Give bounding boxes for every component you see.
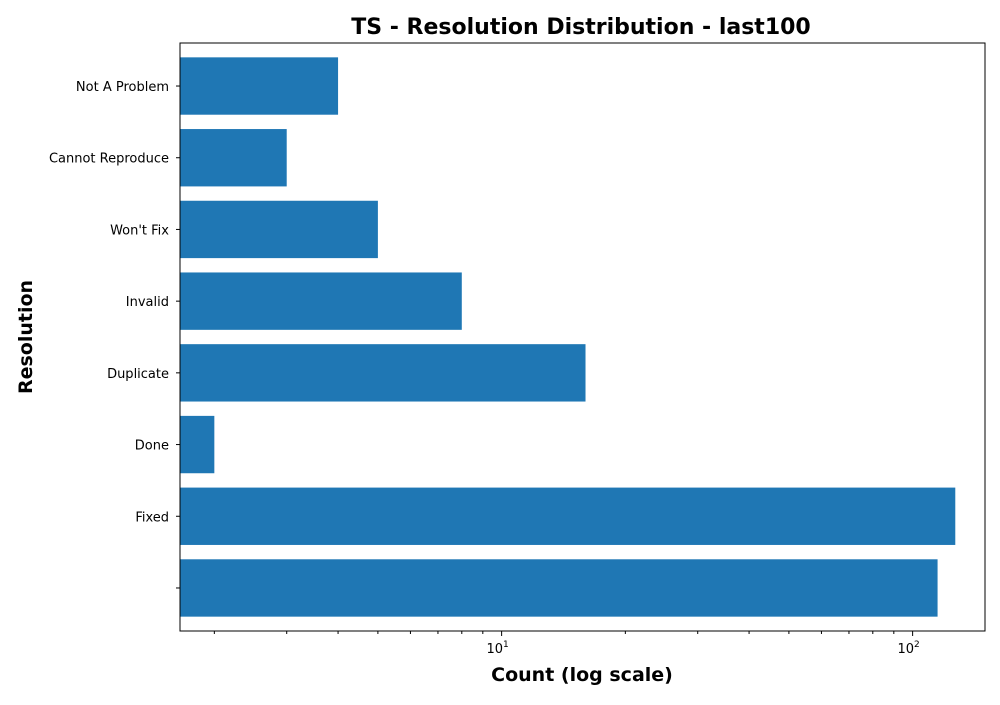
bar — [180, 487, 956, 545]
y-tick-label: Fixed — [135, 510, 169, 525]
y-axis-ticks: Fixed Done Duplicate Invalid Won't Fix Cannot… — [49, 80, 180, 589]
y-tick-label: Duplicate — [107, 367, 169, 382]
chart-title: TS - Resolution Distribution - last100 — [351, 15, 811, 40]
x-tick-label: 102 — [897, 640, 919, 657]
y-tick-label: Not A Problem — [76, 80, 169, 95]
x-tick-label: 101 — [486, 640, 508, 657]
y-tick-label: Won't Fix — [110, 223, 169, 238]
y-tick-label: Done — [135, 439, 169, 454]
bar — [180, 129, 287, 187]
y-tick-label: Invalid — [126, 295, 169, 310]
bar — [180, 344, 586, 402]
bar — [180, 57, 339, 115]
bar — [180, 415, 215, 474]
x-axis-ticks: 101 102 — [213, 631, 920, 657]
bars-group — [180, 57, 956, 617]
y-axis-label: Resolution — [15, 280, 37, 394]
plot-frame — [179, 42, 986, 632]
bar — [180, 200, 378, 259]
y-tick-label: Cannot Reproduce — [49, 152, 169, 167]
x-axis-label: Count (log scale) — [491, 664, 673, 686]
bar — [180, 272, 462, 330]
bar — [180, 559, 938, 617]
